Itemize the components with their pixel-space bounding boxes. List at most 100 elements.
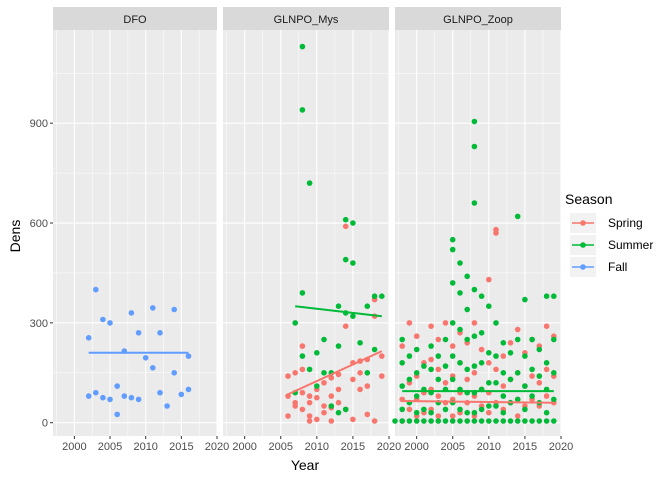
data-point [486, 380, 492, 386]
data-point [522, 353, 528, 359]
data-point [543, 366, 550, 373]
data-point [514, 326, 521, 333]
data-point [364, 303, 371, 310]
data-point [342, 256, 349, 263]
y-tick-label: 600 [30, 218, 48, 230]
data-point [449, 236, 456, 243]
data-point [413, 333, 420, 340]
data-point [171, 306, 177, 313]
data-point [157, 389, 163, 396]
trend-line-spring [402, 400, 554, 404]
data-point [442, 320, 449, 326]
data-point [428, 418, 434, 424]
data-point [507, 418, 514, 424]
x-tick-label: 2005 [98, 441, 122, 453]
data-point [357, 386, 363, 393]
data-point [314, 383, 320, 389]
data-point [471, 286, 478, 293]
series-summer [392, 118, 557, 424]
data-point [442, 380, 449, 386]
legend-label: Spring [608, 216, 643, 230]
legend: Season Spring Summer Fall [565, 191, 653, 277]
data-point [292, 403, 299, 409]
data-point [413, 346, 420, 353]
data-point [486, 409, 492, 416]
data-point [379, 373, 385, 379]
y-tick-label: 0 [42, 418, 48, 430]
panel-glnpo-zoop: GLNPO_Zoop [392, 7, 562, 436]
data-point [551, 370, 557, 376]
data-point [493, 366, 499, 373]
data-point [500, 370, 507, 376]
data-point [493, 403, 499, 409]
data-point [371, 293, 378, 300]
data-point [299, 366, 306, 373]
data-point [449, 246, 456, 253]
data-point [464, 306, 471, 313]
data-point [421, 363, 427, 369]
data-point [406, 376, 413, 383]
data-point [406, 418, 413, 424]
data-point [135, 330, 142, 336]
data-point [500, 353, 507, 359]
legend-key-point [580, 264, 586, 270]
data-point [285, 373, 291, 379]
data-point [357, 370, 363, 376]
data-point [514, 370, 521, 376]
data-point [314, 416, 320, 423]
data-point [522, 383, 528, 389]
data-point [514, 418, 521, 424]
data-point [299, 107, 306, 113]
data-point [428, 366, 434, 373]
data-point [486, 418, 492, 424]
data-point [306, 366, 313, 373]
data-point [342, 223, 349, 230]
panel-glnpo-mys: GLNPO_Mys [223, 7, 390, 436]
data-point [292, 320, 299, 326]
data-point [379, 293, 385, 300]
data-point [493, 230, 499, 236]
x-tick-label: 2015 [169, 441, 193, 453]
data-point [435, 413, 442, 419]
x-tick-label: 2005 [268, 441, 292, 453]
data-point [435, 418, 442, 424]
data-point [107, 320, 113, 326]
series-summer [292, 43, 385, 416]
x-tick-label: 2005 [440, 441, 464, 453]
y-tick-label: 900 [30, 118, 48, 130]
data-point [522, 296, 528, 303]
x-tick-label: 2010 [305, 441, 329, 453]
data-point [529, 373, 535, 379]
data-point [421, 406, 427, 413]
data-point [471, 370, 478, 376]
data-point [150, 305, 156, 311]
legend-key-point [580, 220, 586, 226]
data-point [543, 360, 550, 366]
legend-label: Summer [608, 238, 653, 252]
data-point [449, 280, 456, 286]
data-point [128, 394, 135, 401]
data-point [507, 350, 514, 356]
data-point [371, 346, 378, 353]
data-point [342, 323, 349, 330]
data-point [514, 396, 521, 403]
data-point [486, 360, 492, 366]
data-point [442, 418, 449, 424]
data-point [406, 406, 413, 413]
data-point [428, 409, 434, 416]
legend-key-point [580, 242, 586, 248]
data-point [399, 343, 406, 349]
data-point [500, 409, 507, 416]
data-point [536, 373, 543, 379]
data-point [357, 340, 363, 346]
legend-entry-summer: Summer [570, 235, 653, 255]
data-point [442, 363, 449, 369]
data-point [321, 380, 327, 386]
data-point [142, 355, 149, 361]
data-point [328, 418, 335, 424]
x-tick-label: 2020 [549, 441, 573, 453]
data-point [471, 143, 478, 150]
data-point [551, 418, 557, 424]
data-point [335, 386, 342, 393]
data-point [335, 303, 342, 310]
